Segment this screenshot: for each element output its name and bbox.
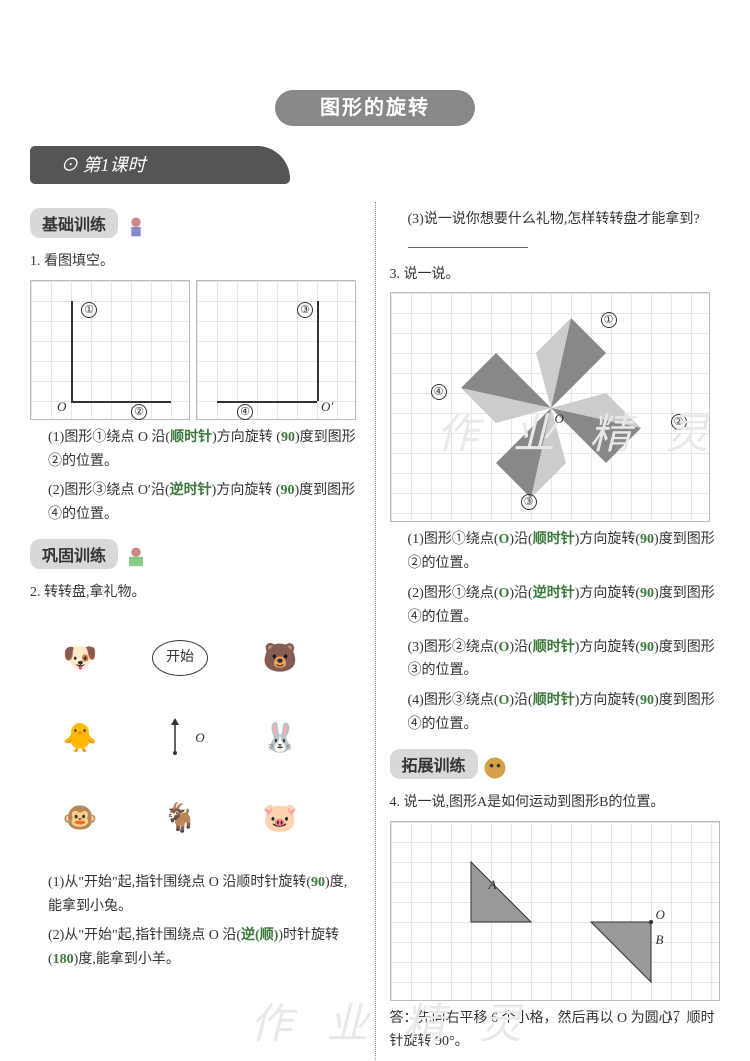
monkey-icon: 🐵 <box>30 773 130 863</box>
label-1: ① <box>81 302 97 318</box>
r2: (2)图形①绕点(O)沿(逆时针)方向旋转(90)度到图形④的位置。 <box>390 582 721 630</box>
q2-2: (2)从"开始"起,指针围绕点 O 沿(逆(顺))时针旋转(180)度,能拿到小… <box>30 924 361 972</box>
pin-1: ① <box>601 312 617 328</box>
pin-2: ② <box>671 414 687 430</box>
pin-O: O <box>555 411 564 427</box>
section-basic: 基础训练 <box>30 208 118 238</box>
section-consolidate: 巩固训练 <box>30 539 118 569</box>
section-extend: 拓展训练 <box>390 749 478 779</box>
label-O: O <box>57 399 66 415</box>
blank-line[interactable] <box>408 232 528 248</box>
q2-1: (1)从"开始"起,指针围绕点 O 沿顺时针旋转(90)度,能拿到小兔。 <box>30 871 361 919</box>
q2-text: 2. 转转盘,拿礼物。 <box>30 581 361 605</box>
bear-icon: 🐻 <box>230 613 330 703</box>
pin-4: ④ <box>431 384 447 400</box>
q2-3: (3)说一说你想要什么礼物,怎样转转盘才能拿到? <box>390 208 721 257</box>
column-divider <box>375 202 376 1060</box>
lesson-tab: ⊙ 第1课时 <box>30 146 290 184</box>
start-label: 开始 <box>152 640 208 676</box>
center-arrow: O <box>130 703 230 773</box>
pin-3: ③ <box>521 494 537 510</box>
goat-icon: 🐐 <box>130 773 230 863</box>
triangle-grid: A B O <box>390 821 720 1001</box>
q1-2: (2)图形③绕点 O′沿(逆时针)方向旋转 (90)度到图形④的位置。 <box>30 479 361 527</box>
right-column: (3)说一说你想要什么礼物,怎样转转盘才能拿到? 3. 说一说。 ① ② ③ ④ <box>390 202 721 1060</box>
pinwheel-grid: ① ② ③ ④ O <box>390 292 710 522</box>
dog-icon: 🐶 <box>30 613 130 703</box>
r3: (3)图形②绕点(O)沿(顺时针)方向旋转(90)度到图形③的位置。 <box>390 636 721 684</box>
q4-text: 4. 说一说,图形A是如何运动到图形B的位置。 <box>390 791 721 815</box>
r1: (1)图形①绕点(O)沿(顺时针)方向旋转(90)度到图形②的位置。 <box>390 528 721 576</box>
tri-O: O <box>656 907 665 923</box>
q3-text: 3. 说一说。 <box>390 263 721 287</box>
chick-icon: 🐥 <box>30 703 130 773</box>
pig-icon: 🐷 <box>230 773 330 863</box>
grid-right: ③ ④ O′ <box>196 280 356 420</box>
q1-1: (1)图形①绕点 O 沿(顺时针)方向旋转 (90)度到图形②的位置。 <box>30 426 361 474</box>
chapter-title: 图形的旋转 <box>275 90 475 126</box>
left-column: 基础训练 1. 看图填空。 ① ② O ③ ④ O′ (1)图形 <box>30 202 361 1060</box>
page-number: 17 <box>666 1009 680 1025</box>
grid-left: ① ② O <box>30 280 190 420</box>
label-4: ④ <box>237 404 253 420</box>
rabbit-icon: 🐰 <box>230 703 330 773</box>
q1-grids: ① ② O ③ ④ O′ <box>30 280 361 420</box>
label-3: ③ <box>297 302 313 318</box>
tri-A: A <box>489 877 497 893</box>
r4: (4)图形③绕点(O)沿(顺时针)方向旋转(90)度到图形④的位置。 <box>390 689 721 737</box>
kid-reading-icon <box>122 213 150 241</box>
tiger-icon <box>481 754 509 782</box>
q1-text: 1. 看图填空。 <box>30 250 361 274</box>
label-2: ② <box>131 404 147 420</box>
tri-B: B <box>656 932 664 948</box>
kid-writing-icon <box>122 544 150 572</box>
label-Oprime: O′ <box>321 399 333 415</box>
toy-wheel: 🐶 开始 🐻 🐥 O 🐰 🐵 🐐 🐷 <box>30 613 330 863</box>
